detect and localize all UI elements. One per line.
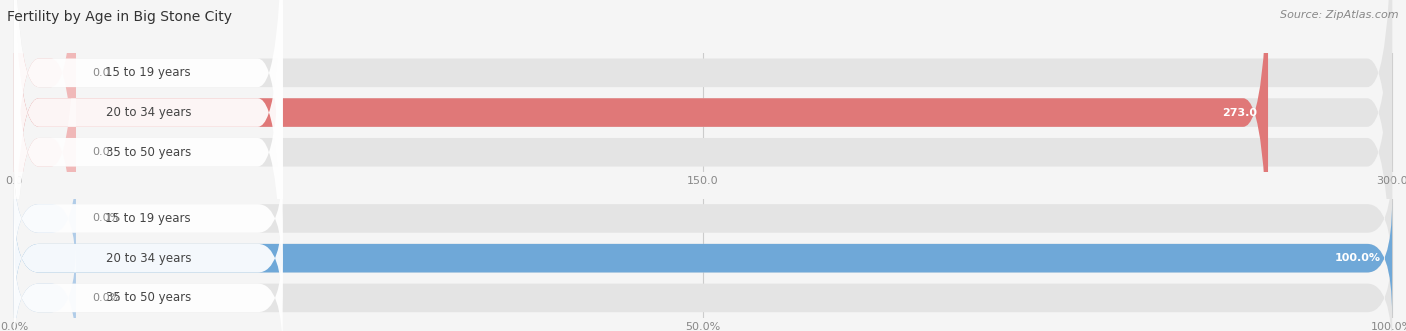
- FancyBboxPatch shape: [14, 241, 76, 331]
- Text: 273.0: 273.0: [1222, 108, 1257, 118]
- FancyBboxPatch shape: [14, 0, 1392, 273]
- FancyBboxPatch shape: [14, 0, 76, 273]
- Text: 35 to 50 years: 35 to 50 years: [105, 146, 191, 159]
- Text: 20 to 34 years: 20 to 34 years: [105, 106, 191, 119]
- FancyBboxPatch shape: [14, 0, 1268, 313]
- FancyBboxPatch shape: [14, 0, 76, 331]
- Text: 100.0%: 100.0%: [1336, 253, 1381, 263]
- Text: 0.0%: 0.0%: [93, 213, 121, 223]
- Text: 0.0%: 0.0%: [93, 293, 121, 303]
- FancyBboxPatch shape: [14, 201, 1392, 315]
- Text: 20 to 34 years: 20 to 34 years: [105, 252, 191, 265]
- Text: 35 to 50 years: 35 to 50 years: [105, 291, 191, 305]
- FancyBboxPatch shape: [14, 0, 283, 331]
- FancyBboxPatch shape: [14, 161, 283, 276]
- Text: Fertility by Age in Big Stone City: Fertility by Age in Big Stone City: [7, 10, 232, 24]
- Text: 15 to 19 years: 15 to 19 years: [105, 212, 191, 225]
- Text: 0.0: 0.0: [93, 68, 110, 78]
- FancyBboxPatch shape: [14, 201, 1392, 315]
- FancyBboxPatch shape: [14, 0, 1392, 331]
- FancyBboxPatch shape: [14, 201, 283, 315]
- FancyBboxPatch shape: [14, 241, 283, 331]
- Text: 15 to 19 years: 15 to 19 years: [105, 66, 191, 79]
- FancyBboxPatch shape: [14, 241, 1392, 331]
- FancyBboxPatch shape: [14, 0, 283, 313]
- FancyBboxPatch shape: [14, 0, 283, 273]
- FancyBboxPatch shape: [14, 0, 1392, 313]
- Text: Source: ZipAtlas.com: Source: ZipAtlas.com: [1281, 10, 1399, 20]
- FancyBboxPatch shape: [14, 161, 76, 276]
- FancyBboxPatch shape: [14, 161, 1392, 276]
- Text: 0.0: 0.0: [93, 147, 110, 157]
